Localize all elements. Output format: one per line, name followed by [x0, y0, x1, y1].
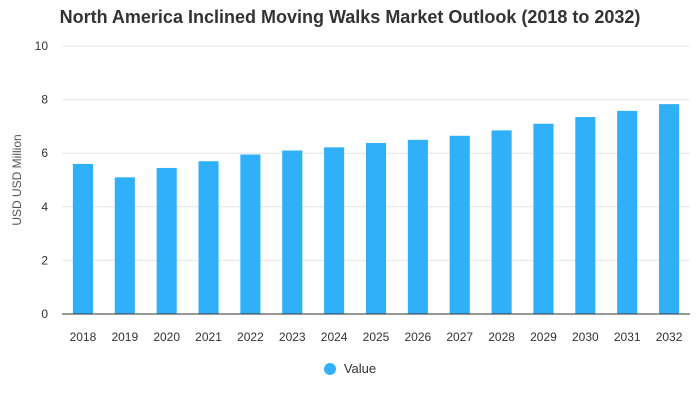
x-tick-label: 2019	[111, 330, 138, 344]
bar-2028[interactable]	[491, 130, 512, 314]
y-tick-label: 2	[41, 253, 48, 267]
chart-title: North America Inclined Moving Walks Mark…	[59, 7, 641, 27]
y-tick-label: 8	[41, 93, 48, 107]
y-axis-label: USD USD Million	[10, 134, 24, 225]
x-tick-label: 2024	[321, 330, 348, 344]
x-tick-label: 2032	[656, 330, 683, 344]
x-tick-label: 2029	[530, 330, 557, 344]
bar-2019[interactable]	[114, 177, 135, 314]
x-tick-label: 2021	[195, 330, 222, 344]
bar-2031[interactable]	[617, 110, 638, 314]
bar-2018[interactable]	[72, 163, 93, 314]
bar-2024[interactable]	[324, 147, 345, 314]
bar-2020[interactable]	[156, 167, 177, 314]
bar-2030[interactable]	[575, 117, 596, 315]
bar-2022[interactable]	[240, 154, 261, 314]
x-tick-label: 2027	[446, 330, 473, 344]
y-tick-label: 6	[41, 146, 48, 160]
x-tick-label: 2030	[572, 330, 599, 344]
legend-swatch-value	[323, 362, 336, 375]
bars	[72, 104, 680, 315]
bar-2025[interactable]	[365, 143, 387, 314]
y-tick-label: 0	[41, 307, 48, 321]
bar-2029[interactable]	[533, 123, 554, 314]
bar-2023[interactable]	[282, 150, 303, 314]
bar-2027[interactable]	[449, 135, 470, 314]
bar-2021[interactable]	[198, 161, 219, 314]
x-axis-ticks: 2018 2019 2020 2021 2022 2023 2024 2025 2026 2027…	[70, 330, 683, 344]
x-tick-label: 2031	[614, 330, 641, 344]
bar-2032[interactable]	[659, 104, 680, 314]
x-tick-label: 2023	[279, 330, 306, 344]
x-tick-label: 2028	[488, 330, 515, 344]
x-tick-label: 2022	[237, 330, 264, 344]
x-tick-label: 2020	[153, 330, 180, 344]
y-tick-label: 4	[41, 200, 48, 214]
x-tick-label: 2025	[363, 330, 390, 344]
legend-label-value: Value	[343, 361, 377, 376]
x-tick-label: 2018	[70, 330, 97, 344]
y-tick-label: 10	[35, 39, 49, 53]
x-tick-label: 2026	[405, 330, 432, 344]
y-axis-ticks: 0 2 4 6 8 10	[35, 39, 49, 321]
bar-2026[interactable]	[407, 139, 428, 314]
legend[interactable]: Value	[0, 361, 700, 376]
